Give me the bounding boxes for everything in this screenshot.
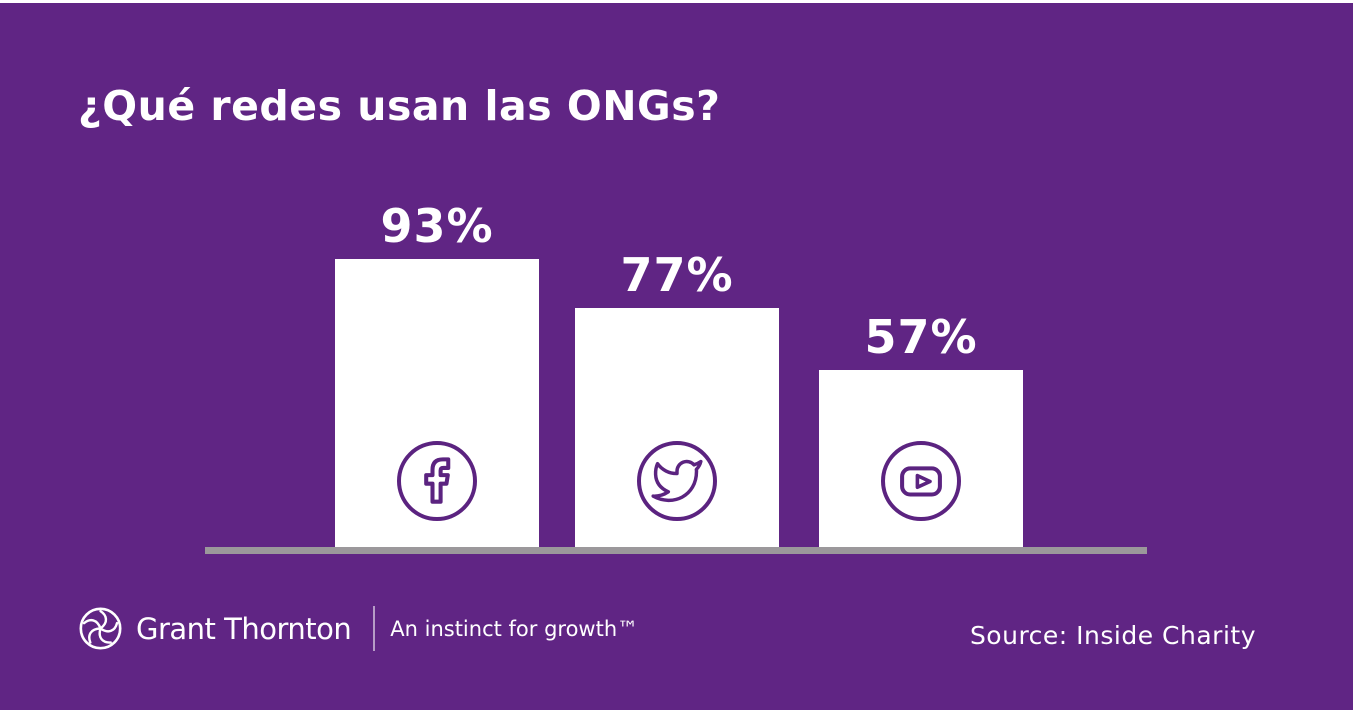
brand-lockup: Grant Thornton An instinct for growth™ xyxy=(78,606,638,651)
page-title: ¿Qué redes usan las ONGs? xyxy=(78,82,721,130)
bar-youtube xyxy=(819,370,1023,547)
brand-tagline: An instinct for growth™ xyxy=(390,616,639,641)
bar-twitter xyxy=(575,308,779,547)
twitter-icon xyxy=(637,441,717,521)
facebook-icon xyxy=(397,441,477,521)
source-attribution: Source: Inside Charity xyxy=(969,621,1256,650)
bar-facebook xyxy=(335,259,539,547)
bottom-border xyxy=(0,710,1353,713)
value-label-twitter: 77% xyxy=(620,248,734,302)
youtube-icon xyxy=(881,441,961,521)
top-border xyxy=(0,0,1353,3)
bar-group-youtube: 57% xyxy=(819,310,1023,547)
grant-thornton-logo-icon xyxy=(79,607,122,650)
value-label-youtube: 57% xyxy=(864,310,978,364)
brand-divider xyxy=(373,606,376,651)
value-label-facebook: 93% xyxy=(380,199,494,253)
bar-group-facebook: 93% xyxy=(335,199,539,547)
bar-group-twitter: 77% xyxy=(575,248,779,547)
brand-name: Grant Thornton xyxy=(136,611,352,646)
axis-baseline xyxy=(205,547,1147,554)
